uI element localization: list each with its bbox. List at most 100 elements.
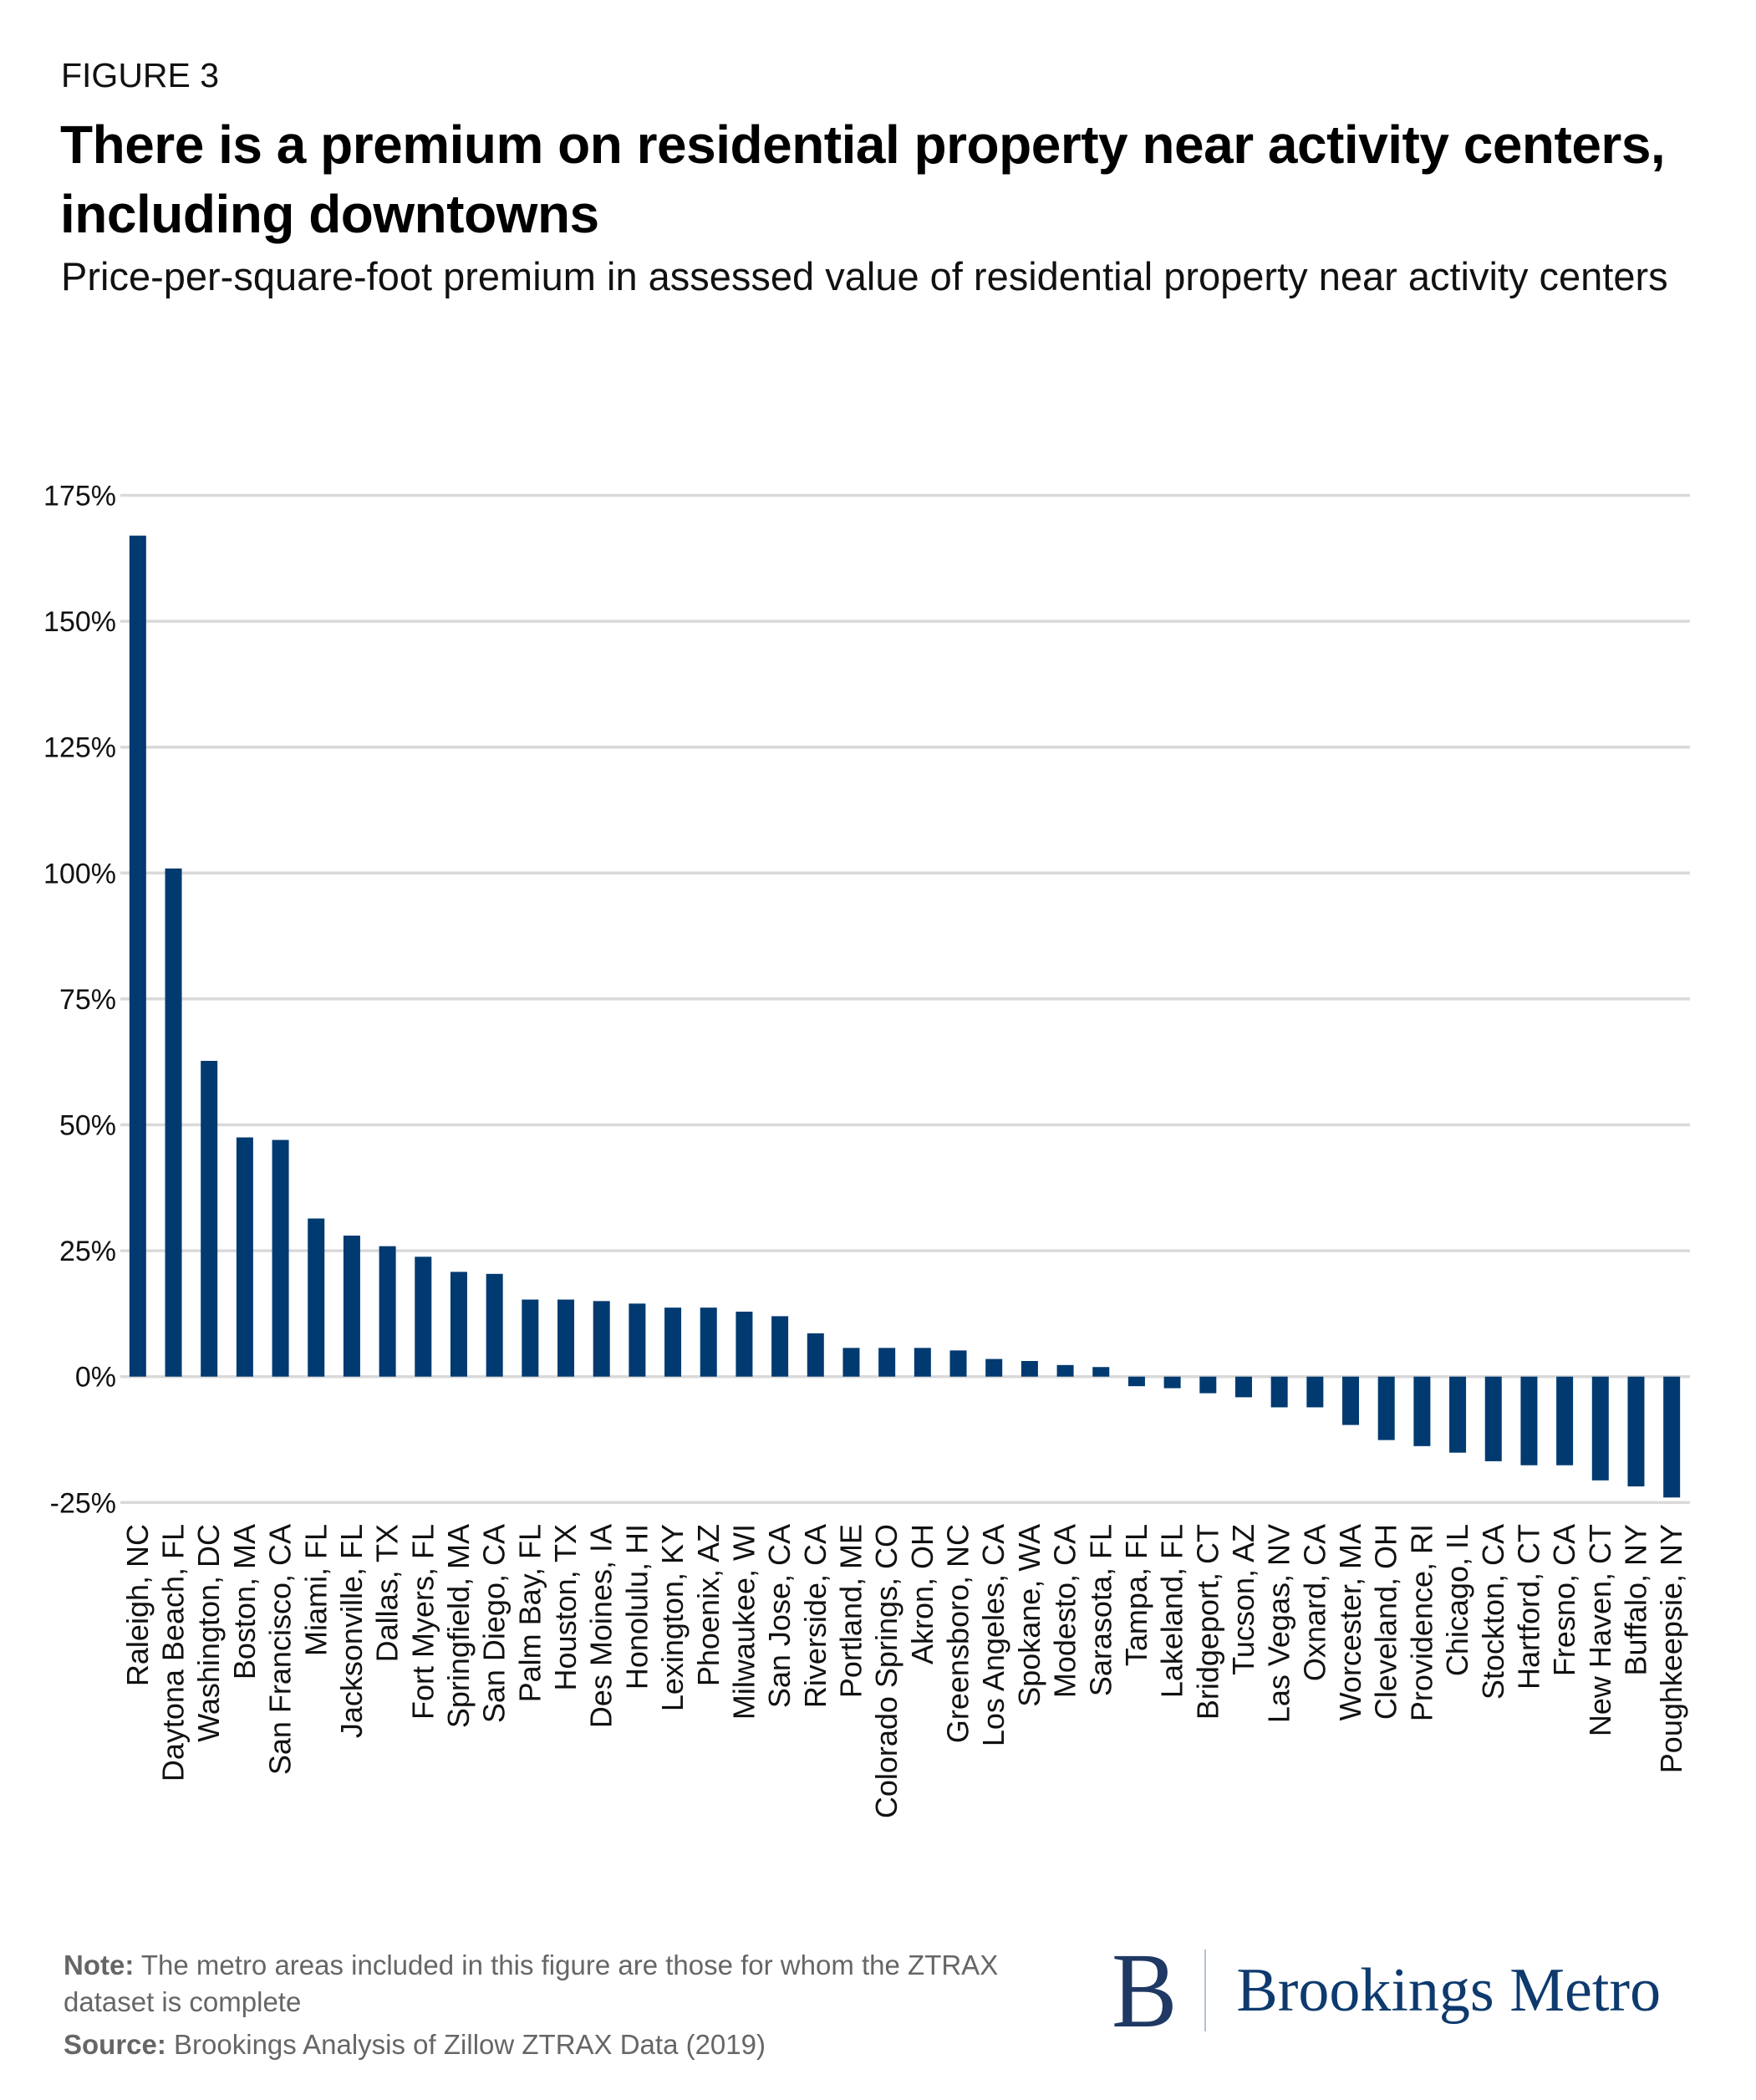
bar	[914, 1348, 931, 1377]
bar	[842, 1348, 860, 1377]
bar	[129, 535, 146, 1377]
bar	[308, 1218, 325, 1377]
x-tick-label: Phoenix, AZ	[691, 1524, 725, 1686]
x-tick-label: Riverside, CA	[798, 1524, 832, 1708]
footer-source: Source: Brookings Analysis of Zillow ZTR…	[64, 2026, 1066, 2063]
y-tick-label: -25%	[50, 1487, 116, 1519]
x-tick-label: Boston, MA	[227, 1524, 262, 1679]
chart-title: There is a premium on residential proper…	[60, 115, 1666, 244]
x-tick-label: Akron, OH	[905, 1524, 939, 1664]
x-tick-label: Sarasota, FL	[1083, 1524, 1117, 1696]
x-tick-label: Lexington, KY	[655, 1524, 690, 1711]
x-tick-label: San Jose, CA	[762, 1524, 797, 1708]
bar	[1199, 1376, 1217, 1394]
brookings-b-logo-icon: B	[1112, 1931, 1178, 2050]
bar	[1163, 1376, 1181, 1389]
bar	[557, 1299, 575, 1377]
x-tick-label: Daytona Beach, FL	[156, 1524, 191, 1781]
x-tick-label: Providence, RI	[1404, 1524, 1438, 1721]
bar	[1449, 1376, 1467, 1453]
bar	[486, 1273, 503, 1377]
bar	[1234, 1376, 1252, 1398]
x-tick-label: Palm Bay, FL	[512, 1524, 547, 1702]
bar	[272, 1139, 289, 1377]
x-tick-label: Dallas, TX	[370, 1524, 405, 1662]
x-axis-tick-labels: Raleigh, NC Daytona Beach, FL Washington, …	[120, 1524, 1688, 1818]
x-tick-label: Stockton, CA	[1476, 1524, 1510, 1700]
bar	[379, 1246, 396, 1377]
y-axis-tick-labels: -25% 0% 25% 50% 75% 100% 125% 150% 175%	[43, 481, 116, 1520]
bar	[1377, 1376, 1395, 1440]
x-tick-label: Tampa, FL	[1119, 1524, 1153, 1666]
x-tick-label: Fresno, CA	[1547, 1524, 1581, 1676]
x-tick-label: Miami, FL	[298, 1524, 333, 1656]
bar	[700, 1307, 717, 1377]
x-tick-label: Cleveland, OH	[1369, 1524, 1403, 1720]
x-tick-label: San Diego, CA	[477, 1524, 512, 1723]
x-tick-label: Fort Myers, FL	[405, 1524, 440, 1720]
x-tick-label: Colorado Springs, CO	[869, 1524, 903, 1818]
x-tick-label: Tucson, AZ	[1226, 1524, 1260, 1675]
bar	[1484, 1376, 1502, 1461]
x-tick-label: San Francisco, CA	[263, 1524, 298, 1775]
bar	[1342, 1376, 1360, 1425]
y-tick-label: 175%	[43, 481, 116, 512]
x-tick-label: Raleigh, NC	[120, 1524, 155, 1686]
brookings-metro-logo: B Brookings Metro	[1112, 1937, 1662, 2044]
bar	[450, 1272, 467, 1377]
x-tick-label: Los Angeles, CA	[976, 1524, 1010, 1746]
logo-wordmark: Brookings Metro	[1236, 1956, 1662, 2025]
y-tick-label: 125%	[43, 732, 116, 764]
bar-chart: -25% 0% 25% 50% 75% 100% 125% 150% 175% Raleigh,…	[43, 481, 1690, 1818]
bar	[985, 1358, 1003, 1377]
logo-divider	[1204, 1950, 1207, 2031]
x-tick-label: Spokane, WA	[1012, 1524, 1046, 1707]
bar	[1520, 1376, 1538, 1465]
bar	[1021, 1361, 1038, 1377]
x-tick-label: Houston, TX	[548, 1524, 583, 1690]
bar	[1556, 1376, 1574, 1465]
footer-note: Note: The metro areas included in this f…	[64, 1947, 1066, 2021]
bar	[1413, 1376, 1431, 1446]
x-tick-label: Chicago, IL	[1440, 1524, 1474, 1676]
note-text: The metro areas included in this figure …	[64, 1950, 999, 2017]
bar	[735, 1311, 753, 1377]
bar	[415, 1256, 432, 1377]
bar	[1591, 1376, 1609, 1481]
bar	[236, 1137, 253, 1377]
bar	[1663, 1376, 1681, 1498]
bar	[949, 1350, 967, 1377]
bar	[1092, 1367, 1110, 1377]
figure-label: FIGURE 3	[61, 56, 220, 94]
x-tick-label: Springfield, MA	[441, 1524, 476, 1728]
x-tick-label: Poughkeepsie, NY	[1654, 1524, 1688, 1773]
x-tick-label: Las Vegas, NV	[1262, 1524, 1296, 1723]
x-tick-label: Worcester, MA	[1333, 1524, 1367, 1720]
chart-subtitle: Price-per-square-foot premium in assesse…	[61, 254, 1668, 298]
x-tick-label: Buffalo, NY	[1618, 1524, 1652, 1675]
y-tick-label: 50%	[59, 1110, 116, 1142]
x-tick-label: Honolulu, HI	[619, 1524, 654, 1690]
y-tick-label: 25%	[59, 1236, 116, 1267]
bar	[522, 1299, 539, 1377]
bar	[1127, 1376, 1145, 1387]
x-tick-label: Greensboro, NC	[941, 1524, 975, 1743]
x-tick-label: Portland, ME	[833, 1524, 868, 1698]
bar	[165, 868, 182, 1377]
source-text: Brookings Analysis of Zillow ZTRAX Data …	[165, 2029, 766, 2060]
y-tick-label: 75%	[59, 984, 116, 1016]
bar	[807, 1333, 824, 1377]
bar	[664, 1307, 682, 1377]
y-tick-label: 100%	[43, 858, 116, 889]
y-tick-label: 0%	[75, 1362, 116, 1394]
x-tick-label: Modesto, CA	[1048, 1524, 1082, 1698]
bar	[1306, 1376, 1324, 1408]
bars	[129, 535, 1681, 1498]
bar	[343, 1236, 360, 1377]
bar	[201, 1060, 218, 1377]
x-tick-label: Bridgeport, CT	[1190, 1524, 1224, 1720]
bar	[629, 1303, 646, 1377]
x-tick-label: Hartford, CT	[1511, 1524, 1545, 1690]
bar	[1627, 1376, 1645, 1487]
bar	[1056, 1364, 1074, 1377]
